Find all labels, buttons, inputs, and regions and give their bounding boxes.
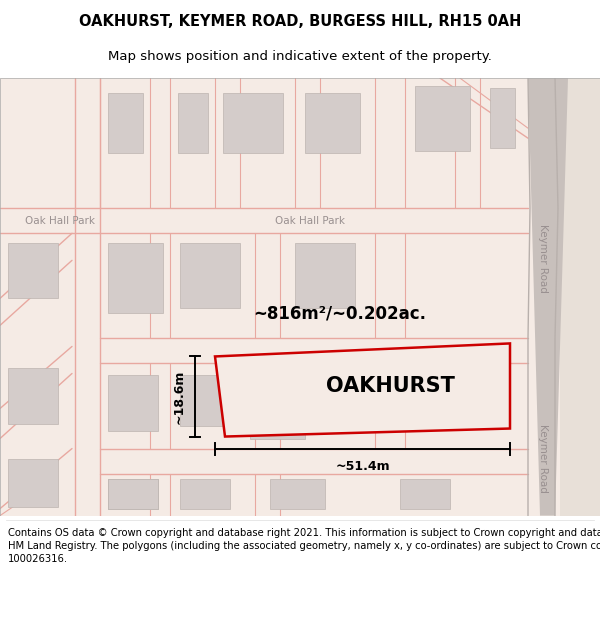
Polygon shape xyxy=(215,343,510,436)
Bar xyxy=(8,369,58,424)
Bar xyxy=(178,93,208,153)
Polygon shape xyxy=(528,78,568,516)
Text: ~18.6m: ~18.6m xyxy=(173,369,185,424)
Bar xyxy=(108,479,158,509)
Text: Contains OS data © Crown copyright and database right 2021. This information is : Contains OS data © Crown copyright and d… xyxy=(8,528,600,564)
Text: OAKHURST: OAKHURST xyxy=(326,376,454,396)
Bar xyxy=(8,243,58,298)
Bar xyxy=(415,86,470,151)
Bar xyxy=(8,459,58,507)
Bar xyxy=(108,479,158,509)
Bar xyxy=(270,479,325,509)
Bar xyxy=(180,243,240,308)
Bar xyxy=(560,78,600,516)
Bar xyxy=(305,93,360,153)
Text: ~816m²/~0.202ac.: ~816m²/~0.202ac. xyxy=(254,304,427,322)
Bar xyxy=(180,376,230,426)
Bar xyxy=(490,88,515,148)
Bar xyxy=(295,243,355,308)
Bar xyxy=(400,479,450,509)
Text: ~51.4m: ~51.4m xyxy=(335,460,390,473)
Bar xyxy=(223,93,283,153)
Bar xyxy=(108,93,143,153)
Text: Oak Hall Park: Oak Hall Park xyxy=(275,216,345,226)
Bar xyxy=(180,479,230,509)
Text: Map shows position and indicative extent of the property.: Map shows position and indicative extent… xyxy=(108,50,492,62)
Text: Oak Hall Park: Oak Hall Park xyxy=(25,216,95,226)
Text: OAKHURST, KEYMER ROAD, BURGESS HILL, RH15 0AH: OAKHURST, KEYMER ROAD, BURGESS HILL, RH1… xyxy=(79,14,521,29)
Bar xyxy=(250,379,305,439)
Bar xyxy=(108,243,163,313)
Bar xyxy=(108,376,158,431)
Text: Keymer Road: Keymer Road xyxy=(538,424,548,493)
Text: Keymer Road: Keymer Road xyxy=(538,224,548,292)
